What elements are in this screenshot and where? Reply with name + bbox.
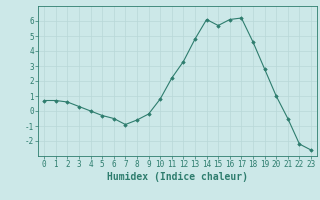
X-axis label: Humidex (Indice chaleur): Humidex (Indice chaleur) bbox=[107, 172, 248, 182]
